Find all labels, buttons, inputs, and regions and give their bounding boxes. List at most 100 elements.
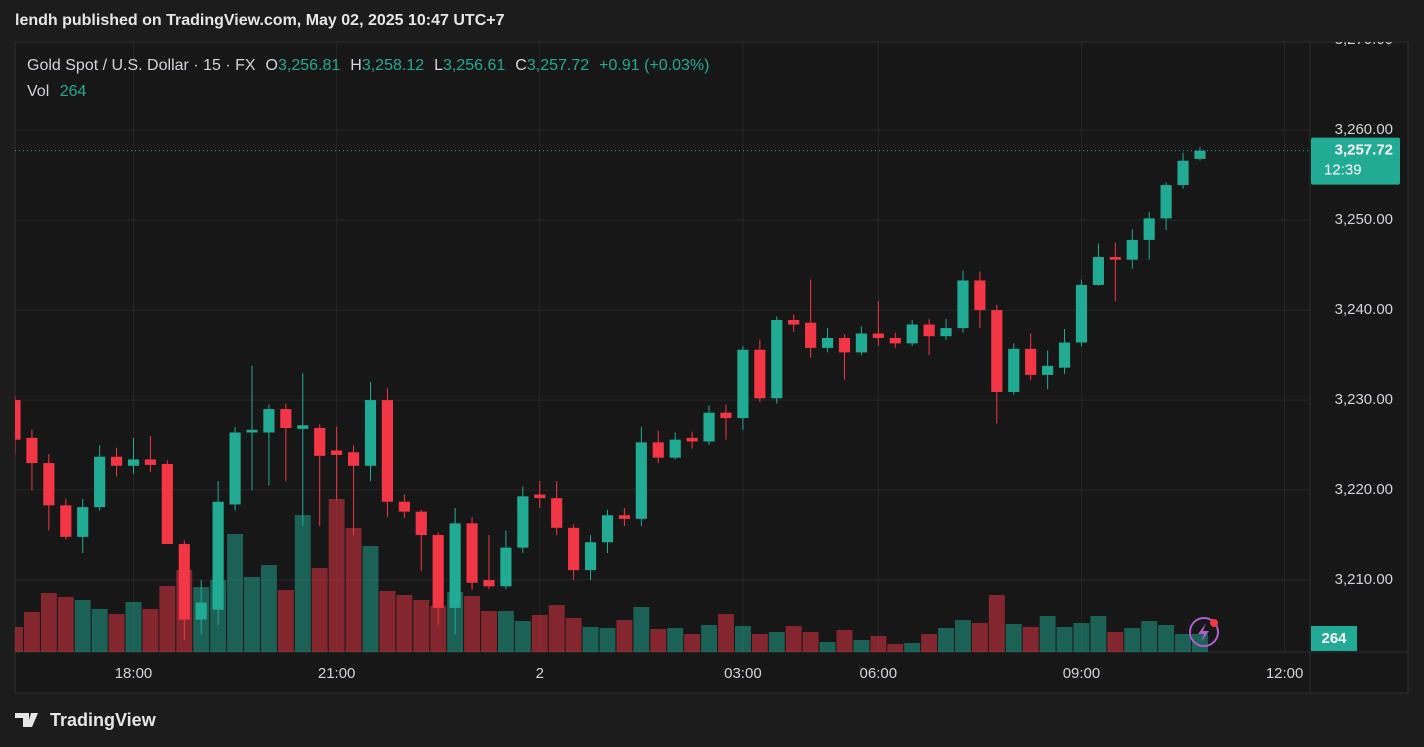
candle-body (1126, 239, 1138, 260)
volume-bar (1175, 634, 1192, 652)
volume-bar (836, 629, 853, 652)
candle-body (1025, 348, 1037, 375)
candle-body (551, 498, 563, 528)
candle-body (923, 324, 935, 337)
volume-bar (1056, 626, 1073, 652)
candle-body (15, 400, 21, 440)
x-tick-label: 03:00 (724, 665, 762, 682)
volume-bar (294, 514, 311, 652)
candle-body (161, 463, 173, 545)
overlays: 3,257.72 12:39 264 (15, 137, 1400, 651)
volume-bar (768, 632, 785, 652)
volume-bar (1073, 623, 1090, 652)
ohlc-value: 3,258.12 (361, 57, 425, 74)
x-tick-label: 09:00 (1063, 665, 1101, 682)
candle-body (686, 437, 698, 442)
candle-body (601, 515, 614, 543)
y-tick-label: 3,230.00 (1335, 391, 1393, 408)
candle-body (483, 580, 495, 587)
volume-bar (667, 628, 684, 652)
volume-bar (244, 577, 260, 652)
candle-body (703, 412, 715, 442)
footer-brand: TradingView (50, 710, 156, 730)
volume-bar (1005, 623, 1022, 652)
ohlc-key: O (265, 57, 278, 74)
volume-bar (430, 605, 447, 652)
candle-body (432, 535, 444, 608)
candle-body (584, 542, 597, 571)
candle-body (280, 409, 292, 428)
candle-body (110, 456, 123, 466)
candle-body (754, 349, 766, 399)
volume-bar (565, 617, 582, 652)
header: lendh published on TradingView.com, May … (15, 12, 505, 29)
candle-body (1109, 257, 1121, 260)
ohlc-key: L (434, 57, 444, 74)
candle-body (263, 409, 275, 433)
volume-bar (1107, 632, 1124, 652)
volume-bar (802, 632, 819, 652)
candles (15, 147, 1206, 641)
volume-bar (531, 614, 548, 652)
volume-bar (599, 628, 616, 652)
volume-bar (379, 590, 396, 652)
y-tick-label: 3,260.00 (1335, 121, 1393, 138)
candle-body (60, 505, 72, 537)
y-tick-label: 3,220.00 (1335, 481, 1393, 498)
candle-body (805, 322, 817, 348)
candle-body (398, 501, 410, 512)
volume-bar (1192, 634, 1208, 652)
volume-bar (751, 634, 768, 652)
y-tick-label: 3,270.00 (1335, 31, 1393, 48)
volume-bar (1158, 625, 1175, 652)
volume-bar (870, 635, 887, 652)
volume-bar (785, 626, 802, 652)
candle-body (517, 496, 529, 548)
candle-body (347, 452, 360, 466)
x-tick-label: 18:00 (115, 665, 153, 682)
volume-bar (159, 586, 176, 652)
volume-bar (718, 614, 734, 652)
ohlc-value: 3,256.81 (277, 57, 341, 74)
volume-bar (684, 634, 701, 652)
candle-body (77, 507, 89, 537)
alert-dot (1210, 619, 1218, 627)
candle-body (872, 333, 884, 339)
candle-body (144, 459, 157, 465)
candle-body (957, 280, 969, 329)
candle-body (212, 501, 224, 610)
last-price-label: 3,257.72 (1335, 142, 1393, 159)
volume-bar (125, 602, 142, 652)
candle-body (94, 456, 106, 508)
volume-bar (734, 626, 751, 652)
volume-bar (650, 629, 667, 652)
candle-body (500, 547, 512, 587)
ohlc-value: 3,256.61 (443, 57, 506, 74)
symbol-title: Gold Spot / U.S. Dollar · 15 · FX (27, 57, 256, 74)
volume-bar (1039, 616, 1056, 652)
candle-body (889, 338, 901, 344)
legend-row: Vol 264 (27, 79, 709, 105)
volume-bar (701, 625, 718, 652)
candle-body (178, 544, 190, 620)
logo-icon (15, 713, 38, 727)
candle-body (1092, 257, 1104, 285)
candle-body (1160, 185, 1172, 219)
volume-bar (1141, 620, 1158, 652)
volume-bar (15, 626, 23, 652)
candle-body (381, 400, 394, 502)
volume-bar (108, 614, 125, 652)
candle-body (669, 439, 681, 458)
ohlc-value: 3,257.72 (526, 57, 590, 74)
volume-bar (345, 527, 362, 652)
volume-bar (887, 644, 904, 652)
volume-bar (328, 499, 345, 652)
candle-body (534, 494, 546, 499)
volume-bar (142, 608, 159, 652)
candle-body (127, 459, 140, 466)
candle-body (652, 442, 664, 458)
last-price-box (1311, 137, 1400, 185)
volume-bar (74, 599, 91, 652)
candle-body (1177, 160, 1189, 186)
